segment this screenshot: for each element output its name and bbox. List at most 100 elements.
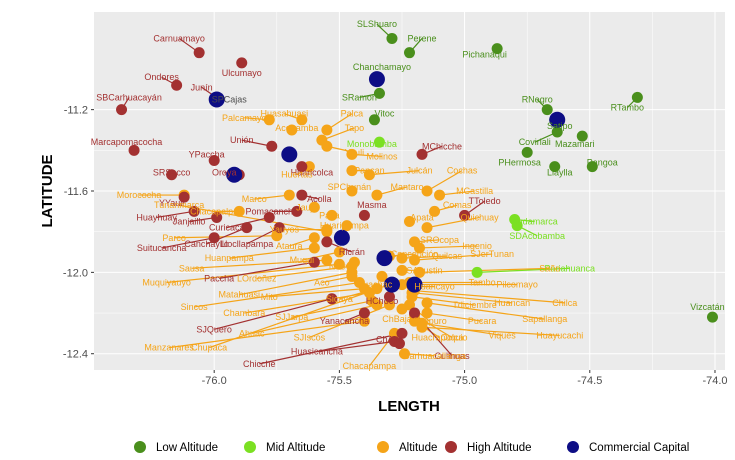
label-leader-line bbox=[194, 281, 360, 308]
legend-label: Mid Altitude bbox=[266, 442, 325, 454]
data-point-alt bbox=[414, 266, 426, 278]
point-label: Carnuamayo bbox=[153, 33, 205, 43]
data-point-alt bbox=[346, 270, 358, 282]
point-label: Viques bbox=[488, 330, 516, 340]
label-leader-line bbox=[179, 204, 327, 233]
label-leader-line bbox=[246, 227, 280, 245]
data-point-alt bbox=[371, 189, 383, 201]
label-leader-line bbox=[251, 304, 378, 334]
point-label: RTambo bbox=[611, 103, 644, 113]
point-label: Canchayllo bbox=[184, 239, 229, 249]
data-point-high bbox=[409, 307, 421, 319]
data-point-alt bbox=[326, 209, 338, 221]
label-leader-line bbox=[419, 245, 478, 249]
label-leader-line bbox=[411, 292, 513, 304]
point-label: SJQuero bbox=[196, 324, 232, 334]
data-point-alt bbox=[434, 189, 446, 201]
label-leader-line bbox=[426, 302, 545, 320]
point-label: Pancan bbox=[354, 166, 385, 176]
data-point-alt bbox=[416, 321, 428, 333]
point-label: Ondores bbox=[144, 72, 179, 82]
data-point-high bbox=[296, 189, 308, 201]
data-point-alt bbox=[333, 246, 345, 258]
data-point-high bbox=[416, 148, 428, 160]
data-point-alt bbox=[283, 189, 295, 201]
data-point-high bbox=[326, 293, 338, 305]
data-point-alt bbox=[286, 124, 298, 136]
data-point-alt bbox=[321, 124, 333, 136]
point-label: Acobamba bbox=[275, 123, 318, 133]
point-label: Ataura bbox=[276, 241, 303, 251]
label-leader-line bbox=[219, 261, 315, 280]
label-leader-line bbox=[321, 127, 355, 141]
point-label: Sausa bbox=[179, 263, 205, 273]
data-point-cap bbox=[549, 111, 566, 128]
data-point-high bbox=[383, 291, 395, 303]
label-leader-line bbox=[301, 251, 340, 261]
point-label: Ricrán bbox=[339, 247, 365, 257]
data-point-alt bbox=[396, 264, 408, 276]
point-label: Huayhuay bbox=[136, 212, 177, 222]
data-point-alt bbox=[321, 224, 333, 236]
point-label: Jauja bbox=[296, 202, 318, 212]
point-label: Huaricolca bbox=[291, 168, 334, 178]
point-label: Matahuasi bbox=[218, 290, 260, 300]
data-point-cap bbox=[406, 276, 423, 293]
point-label: Huayucachi bbox=[536, 330, 583, 340]
data-point-high bbox=[236, 57, 248, 69]
data-point-alt bbox=[421, 297, 433, 309]
point-label: SAgustin bbox=[407, 265, 443, 275]
data-point-alt bbox=[363, 169, 375, 181]
data-point-low bbox=[631, 91, 643, 103]
data-point-low bbox=[368, 114, 380, 126]
data-point-alt bbox=[233, 205, 245, 217]
label-leader-line bbox=[169, 320, 365, 349]
label-leader-line bbox=[208, 284, 390, 349]
point-label: Pucara bbox=[468, 316, 497, 326]
data-point-cap bbox=[333, 229, 350, 246]
x-tick-label: -75.0 bbox=[452, 375, 477, 387]
legend-label: High Altitude bbox=[467, 442, 532, 454]
data-point-low bbox=[404, 47, 415, 59]
point-label: Curicaca bbox=[209, 223, 245, 233]
label-leader-line bbox=[161, 237, 215, 249]
point-label: Llaylla bbox=[547, 168, 573, 178]
y-tick-label: -11.2 bbox=[64, 105, 88, 117]
data-point-high bbox=[273, 222, 285, 234]
legend-key-cap bbox=[567, 441, 579, 453]
data-point-alt bbox=[341, 220, 353, 232]
point-label: Huasicancha bbox=[291, 347, 343, 357]
label-leader-line bbox=[411, 296, 475, 306]
point-label: Aco bbox=[314, 278, 330, 288]
point-label: Paca bbox=[319, 210, 340, 220]
point-label: Pilcomayo bbox=[496, 280, 538, 290]
y-tick-label: -12.4 bbox=[63, 349, 88, 361]
data-point-alt bbox=[398, 348, 410, 360]
point-label: ChBaja bbox=[382, 314, 412, 324]
data-point-alt bbox=[333, 258, 345, 270]
point-label: Satipo bbox=[547, 121, 573, 131]
label-leader-line bbox=[214, 298, 333, 330]
point-label: Sincos bbox=[181, 302, 209, 312]
point-label: Vitoc bbox=[375, 109, 395, 119]
x-axis-title: LENGTH bbox=[378, 398, 440, 415]
point-label: RNegro bbox=[522, 94, 553, 104]
data-point-alt bbox=[308, 232, 320, 244]
label-leader-line bbox=[239, 271, 353, 296]
axes: -76.0 -75.5 -75.0 -74.5 -74.0 -11.2 -11.6 -12.0… bbox=[63, 105, 728, 387]
point-label: YYauli bbox=[159, 198, 184, 208]
label-leader-line bbox=[439, 190, 475, 196]
data-point-alt bbox=[358, 315, 370, 327]
point-label: MCastilla bbox=[456, 186, 493, 196]
data-point-high bbox=[396, 327, 408, 339]
data-point-low bbox=[576, 130, 588, 142]
point-label: Acolla bbox=[307, 194, 332, 204]
point-label: Yanacancha bbox=[320, 316, 369, 326]
point-label: Vizcatán bbox=[690, 302, 724, 312]
data-point-alt bbox=[346, 148, 358, 160]
point-label: Andamarca bbox=[512, 217, 558, 227]
data-point-alt bbox=[296, 114, 308, 126]
data-point-high bbox=[211, 211, 223, 223]
label-leader-line bbox=[369, 170, 420, 176]
data-point-high bbox=[358, 209, 370, 221]
